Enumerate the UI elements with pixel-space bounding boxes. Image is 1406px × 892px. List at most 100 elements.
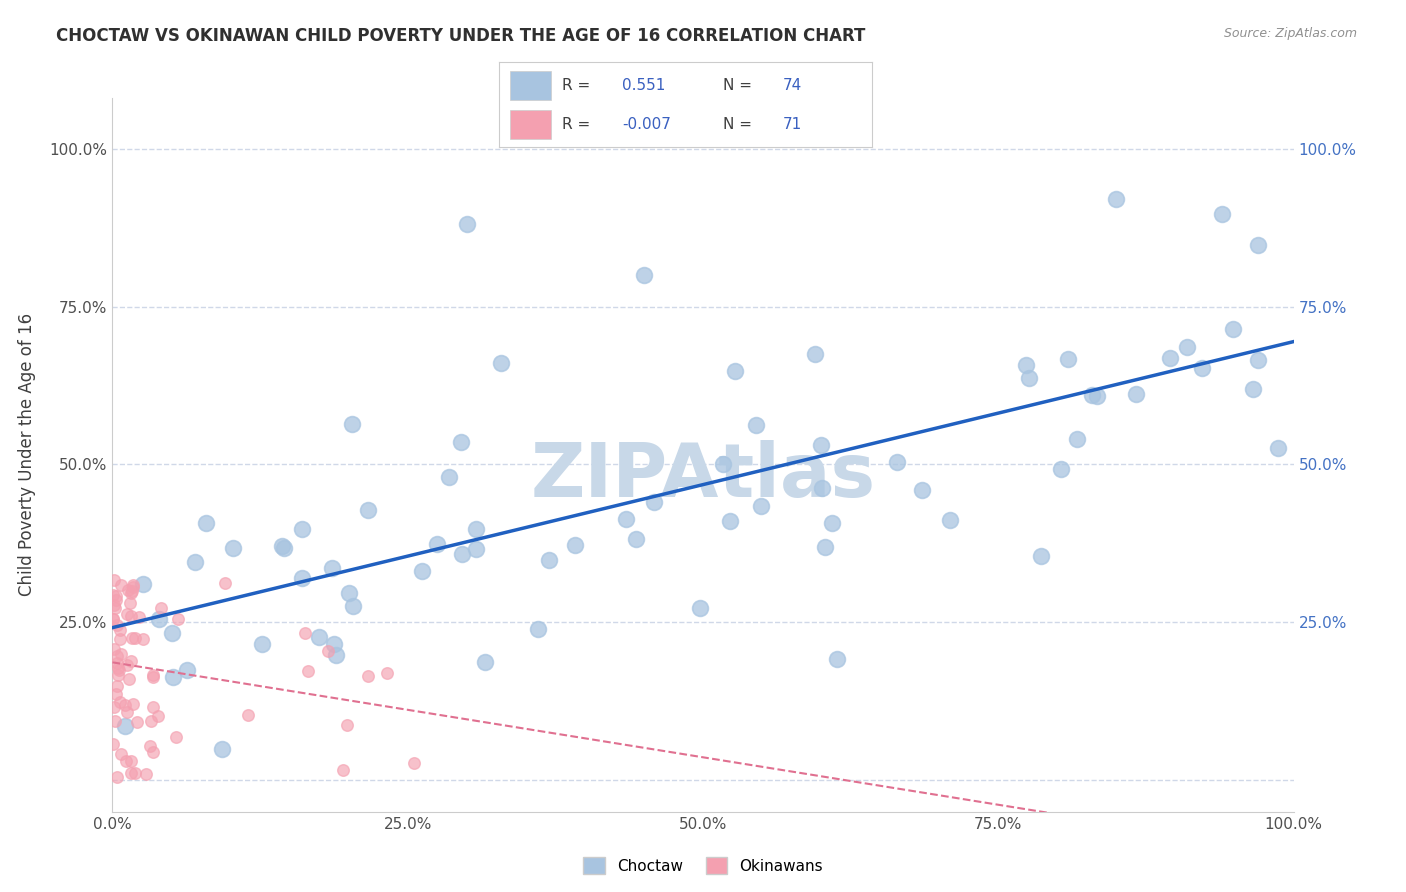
Point [214, 576, 236, 591]
Point [120, 609, 142, 624]
Point [104, 714, 127, 728]
Point [103, 598, 125, 612]
Text: 0.551: 0.551 [621, 78, 665, 93]
Point [103, 700, 125, 714]
Point [148, 709, 170, 723]
Point [1211, 207, 1233, 221]
Point [101, 588, 124, 602]
Point [1085, 389, 1108, 403]
Point [142, 670, 165, 684]
Point [105, 770, 128, 784]
Point [115, 705, 138, 719]
Bar [510, 110, 551, 139]
Text: R =: R = [562, 117, 591, 132]
Point [1105, 192, 1128, 206]
Point [624, 532, 647, 546]
Point [138, 739, 160, 753]
Point [1191, 361, 1213, 376]
Point [101, 612, 124, 626]
Point [308, 630, 330, 644]
Point [886, 455, 908, 469]
Point [827, 651, 849, 665]
Point [411, 564, 433, 578]
Point [1125, 387, 1147, 401]
Text: 71: 71 [782, 117, 801, 132]
Text: Source: ZipAtlas.com: Source: ZipAtlas.com [1223, 27, 1357, 40]
Point [1241, 382, 1264, 396]
Point [121, 632, 143, 646]
Point [810, 438, 832, 452]
Point [537, 553, 560, 567]
Point [121, 584, 143, 599]
Point [103, 737, 125, 751]
Point [104, 687, 127, 701]
Point [131, 632, 153, 647]
Point [167, 612, 190, 626]
Point [564, 538, 586, 552]
Point [437, 470, 460, 484]
Point [297, 664, 319, 678]
Point [184, 556, 207, 570]
Point [142, 745, 165, 759]
Point [121, 580, 143, 594]
Point [811, 481, 834, 495]
Point [614, 512, 637, 526]
Point [321, 560, 343, 574]
Text: N =: N = [723, 117, 752, 132]
Point [1066, 432, 1088, 446]
Point [122, 698, 145, 712]
Point [162, 670, 184, 684]
Point [1159, 351, 1181, 365]
Point [139, 714, 162, 728]
Point [250, 637, 273, 651]
Point [1029, 549, 1052, 564]
Point [745, 417, 768, 432]
Point [633, 268, 655, 282]
Point [456, 218, 478, 232]
Point [814, 541, 837, 555]
Point [105, 657, 128, 671]
Point [340, 417, 363, 431]
Text: CHOCTAW VS OKINAWAN CHILD POVERTY UNDER THE AGE OF 16 CORRELATION CHART: CHOCTAW VS OKINAWAN CHILD POVERTY UNDER … [56, 27, 866, 45]
Point [821, 516, 844, 530]
Point [150, 600, 173, 615]
Point [377, 665, 399, 680]
Point [105, 679, 128, 693]
Point [322, 636, 344, 650]
Point [1267, 442, 1289, 456]
Text: -0.007: -0.007 [621, 117, 671, 132]
Text: R =: R = [562, 78, 591, 93]
Point [291, 522, 314, 536]
Point [222, 541, 245, 556]
Point [294, 626, 316, 640]
Point [122, 578, 145, 592]
Point [120, 585, 142, 599]
Point [724, 364, 747, 378]
Point [711, 457, 734, 471]
Text: 74: 74 [782, 78, 801, 93]
Point [718, 514, 741, 528]
Point [489, 356, 512, 370]
Point [357, 502, 380, 516]
Bar [510, 71, 551, 100]
Point [1057, 352, 1080, 367]
Point [1081, 387, 1104, 401]
Point [101, 612, 124, 626]
Point [803, 347, 825, 361]
Point [125, 715, 148, 730]
Point [124, 765, 146, 780]
Point [110, 647, 132, 661]
Point [110, 747, 132, 762]
Point [271, 539, 294, 553]
Point [120, 596, 142, 610]
Point [118, 672, 141, 686]
Point [749, 500, 772, 514]
Point [128, 609, 150, 624]
Point [120, 754, 142, 768]
Point [342, 599, 364, 614]
Point [211, 741, 233, 756]
Text: N =: N = [723, 78, 752, 93]
Point [1015, 358, 1038, 372]
Point [124, 631, 146, 645]
Point [104, 589, 127, 603]
